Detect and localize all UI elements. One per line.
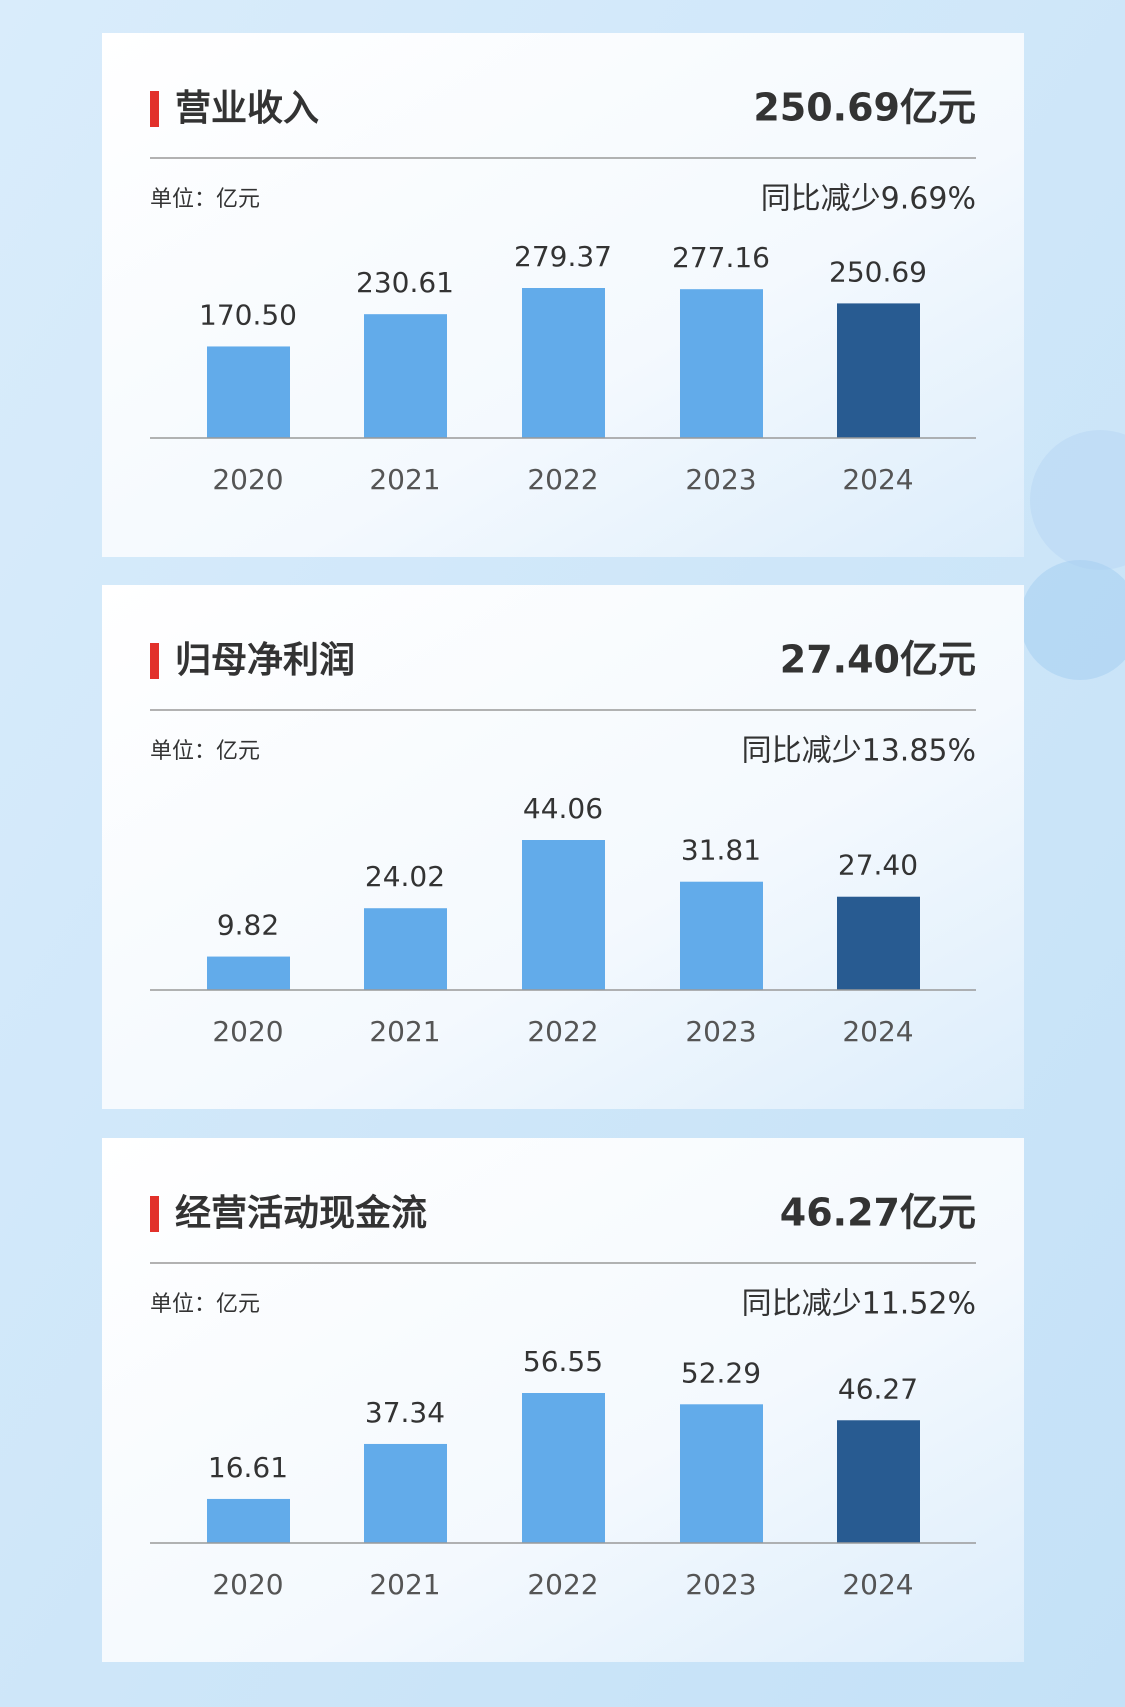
- unit-label: 单位：亿元: [150, 1292, 260, 1317]
- value-label: 24.02: [365, 860, 445, 893]
- bar: [207, 1498, 290, 1543]
- change-label: 同比减少11.52%: [742, 1287, 976, 1322]
- change-label: 同比减少9.69%: [761, 182, 976, 217]
- bar: [680, 1404, 763, 1543]
- value-label: 46.27: [838, 1372, 918, 1405]
- value-label: 277.16: [672, 241, 770, 274]
- bar: [680, 289, 763, 438]
- x-tick-label: 2022: [527, 463, 598, 496]
- x-tick-label: 2021: [369, 1568, 440, 1601]
- bar: [837, 896, 920, 990]
- value-label: 250.69: [829, 255, 927, 288]
- x-tick-label: 2021: [369, 1015, 440, 1048]
- bar: [680, 881, 763, 990]
- bar: [207, 956, 290, 990]
- x-tick-label: 2020: [212, 1015, 283, 1048]
- card-title: 归母净利润: [175, 640, 355, 681]
- bar: [364, 314, 447, 438]
- value-label: 170.50: [199, 298, 297, 331]
- x-tick-label: 2023: [685, 1015, 756, 1048]
- x-tick-label: 2024: [842, 1568, 913, 1601]
- title-marker: [150, 1196, 159, 1232]
- bar: [522, 288, 605, 438]
- card-title: 营业收入: [175, 88, 319, 129]
- x-tick-label: 2020: [212, 463, 283, 496]
- bar: [522, 840, 605, 990]
- headline-value: 46.27亿元: [780, 1191, 976, 1235]
- value-label: 230.61: [356, 266, 454, 299]
- x-tick-label: 2020: [212, 1568, 283, 1601]
- bar: [837, 1420, 920, 1543]
- value-label: 16.61: [208, 1451, 288, 1484]
- card-title: 经营活动现金流: [175, 1192, 427, 1234]
- value-label: 31.81: [681, 834, 761, 867]
- value-label: 44.06: [523, 792, 603, 825]
- x-tick-label: 2023: [685, 463, 756, 496]
- x-tick-label: 2024: [842, 1015, 913, 1048]
- value-label: 27.40: [838, 849, 918, 882]
- x-tick-label: 2023: [685, 1568, 756, 1601]
- bar: [207, 346, 290, 438]
- value-label: 279.37: [514, 240, 612, 273]
- x-tick-label: 2022: [527, 1568, 598, 1601]
- decor-bubble: [1030, 430, 1125, 570]
- bar: [364, 1443, 447, 1543]
- bar: [364, 908, 447, 990]
- value-label: 37.34: [365, 1396, 445, 1429]
- headline-value: 27.40亿元: [780, 638, 976, 682]
- unit-label: 单位：亿元: [150, 187, 260, 212]
- x-tick-label: 2021: [369, 463, 440, 496]
- bar: [522, 1393, 605, 1543]
- bar: [837, 303, 920, 438]
- x-tick-label: 2024: [842, 463, 913, 496]
- value-label: 9.82: [217, 909, 279, 942]
- unit-label: 单位：亿元: [150, 739, 260, 764]
- title-marker: [150, 643, 159, 679]
- change-label: 同比减少13.85%: [742, 734, 976, 769]
- decor-bubble: [1020, 560, 1125, 680]
- value-label: 56.55: [523, 1345, 603, 1378]
- title-marker: [150, 91, 159, 127]
- x-tick-label: 2022: [527, 1015, 598, 1048]
- headline-value: 250.69亿元: [753, 86, 976, 130]
- value-label: 52.29: [681, 1356, 761, 1389]
